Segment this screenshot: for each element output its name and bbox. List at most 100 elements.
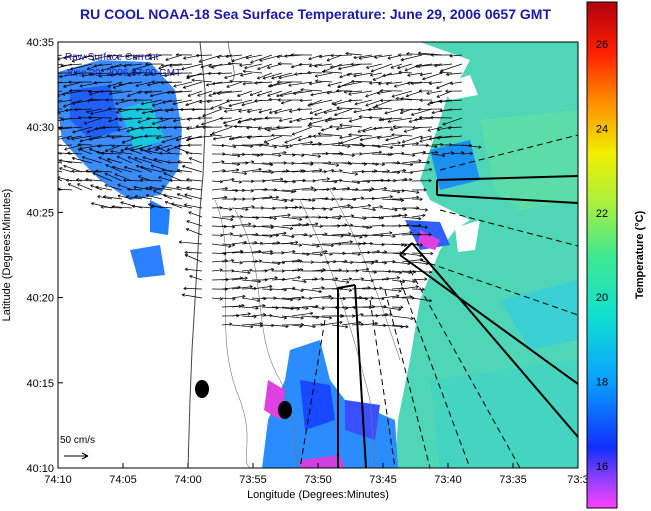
current-vector xyxy=(173,81,193,87)
current-vector xyxy=(361,197,375,200)
current-vector-head xyxy=(107,54,111,58)
surface-current-vectors xyxy=(58,51,482,329)
current-vector-head xyxy=(95,185,99,190)
current-vector xyxy=(381,142,401,146)
current-vector-head xyxy=(85,169,89,173)
current-vector-head xyxy=(137,90,141,95)
current-vector-head xyxy=(116,155,121,159)
current-vector xyxy=(162,99,183,103)
current-vector xyxy=(271,152,287,155)
current-vector-head xyxy=(134,194,138,199)
current-vector xyxy=(371,162,385,165)
current-vector-head xyxy=(296,118,300,122)
x-tick-label: 73:50 xyxy=(304,474,332,486)
current-vector xyxy=(311,178,330,182)
current-vector xyxy=(299,99,313,101)
current-vector xyxy=(125,147,143,155)
current-vector xyxy=(241,315,257,318)
current-vector-head xyxy=(436,127,441,132)
current-vector-head xyxy=(269,161,273,166)
current-vector-head xyxy=(91,202,95,206)
current-vector-head xyxy=(230,217,234,222)
current-vector xyxy=(82,156,103,164)
current-vector-head xyxy=(436,94,440,98)
current-vector-head xyxy=(117,128,121,132)
current-vector xyxy=(58,135,73,140)
current-vector-head xyxy=(409,231,413,235)
current-vector-head xyxy=(359,137,363,142)
current-vector xyxy=(371,232,393,236)
current-vector-head xyxy=(229,232,233,236)
current-vector xyxy=(246,126,263,129)
current-vector-head xyxy=(88,115,92,120)
current-vector xyxy=(221,233,233,236)
current-vector-head xyxy=(83,121,88,125)
current-vector xyxy=(184,204,203,209)
current-vector xyxy=(221,323,233,326)
current-vector xyxy=(281,315,304,319)
current-vector-head xyxy=(421,287,425,292)
current-vector xyxy=(201,117,223,125)
x-tick-label: 74:05 xyxy=(109,474,137,486)
current-vector-head xyxy=(412,125,416,130)
current-vector-head xyxy=(447,125,451,130)
current-vector xyxy=(284,135,303,144)
current-vector-head xyxy=(84,55,88,59)
current-vector-head xyxy=(96,150,100,154)
current-vector-head xyxy=(408,119,412,123)
current-vector-head xyxy=(346,280,350,284)
current-vector xyxy=(291,260,303,263)
current-vector-head xyxy=(318,54,323,59)
current-vector xyxy=(241,233,259,236)
current-vector-head xyxy=(389,127,394,131)
current-vector xyxy=(249,90,263,96)
current-vector-head xyxy=(365,267,370,272)
current-vector xyxy=(95,186,113,191)
current-vector xyxy=(321,126,333,131)
current-vector-head xyxy=(416,195,420,200)
current-vector-head xyxy=(112,165,116,170)
current-vector xyxy=(281,198,294,202)
current-vector-head xyxy=(228,136,233,141)
current-vector-head xyxy=(412,279,416,284)
current-vector-head xyxy=(360,322,364,326)
current-vector-head xyxy=(337,84,341,89)
current-vector xyxy=(90,108,113,115)
current-vector xyxy=(208,90,223,97)
current-vector-head xyxy=(165,57,169,62)
current-vector xyxy=(346,72,363,76)
current-vector xyxy=(241,297,260,302)
current-vector-head xyxy=(165,109,169,113)
current-vector xyxy=(326,54,343,62)
current-vector xyxy=(211,144,225,146)
current-vector-head xyxy=(94,127,98,131)
current-vector-head xyxy=(145,193,149,198)
current-vector-head xyxy=(150,164,155,168)
current-vector-head xyxy=(397,65,401,70)
current-vector xyxy=(311,233,328,236)
current-vector-head xyxy=(64,147,68,151)
current-vector xyxy=(291,288,304,292)
current-vector xyxy=(411,168,433,173)
current-vector-head xyxy=(184,267,189,272)
current-vector-head xyxy=(269,313,273,318)
current-vector-head xyxy=(81,74,85,78)
current-vector xyxy=(427,126,443,132)
current-vector xyxy=(281,99,293,104)
current-vector xyxy=(58,99,63,102)
current-vector xyxy=(161,185,183,191)
current-vector xyxy=(244,63,263,69)
current-vector-head xyxy=(278,118,283,123)
current-vector-head xyxy=(186,126,190,131)
current-vector xyxy=(107,158,123,164)
current-vector-head xyxy=(424,277,428,281)
current-vector xyxy=(407,72,423,76)
current-vector xyxy=(271,232,287,236)
current-vector-head xyxy=(378,150,382,155)
colorbar-gradient xyxy=(586,1,618,509)
current-vector xyxy=(289,117,303,123)
current-vector-head xyxy=(123,165,128,170)
current-vector-head xyxy=(111,144,115,148)
current-vector xyxy=(291,296,305,299)
current-vector xyxy=(221,286,241,290)
